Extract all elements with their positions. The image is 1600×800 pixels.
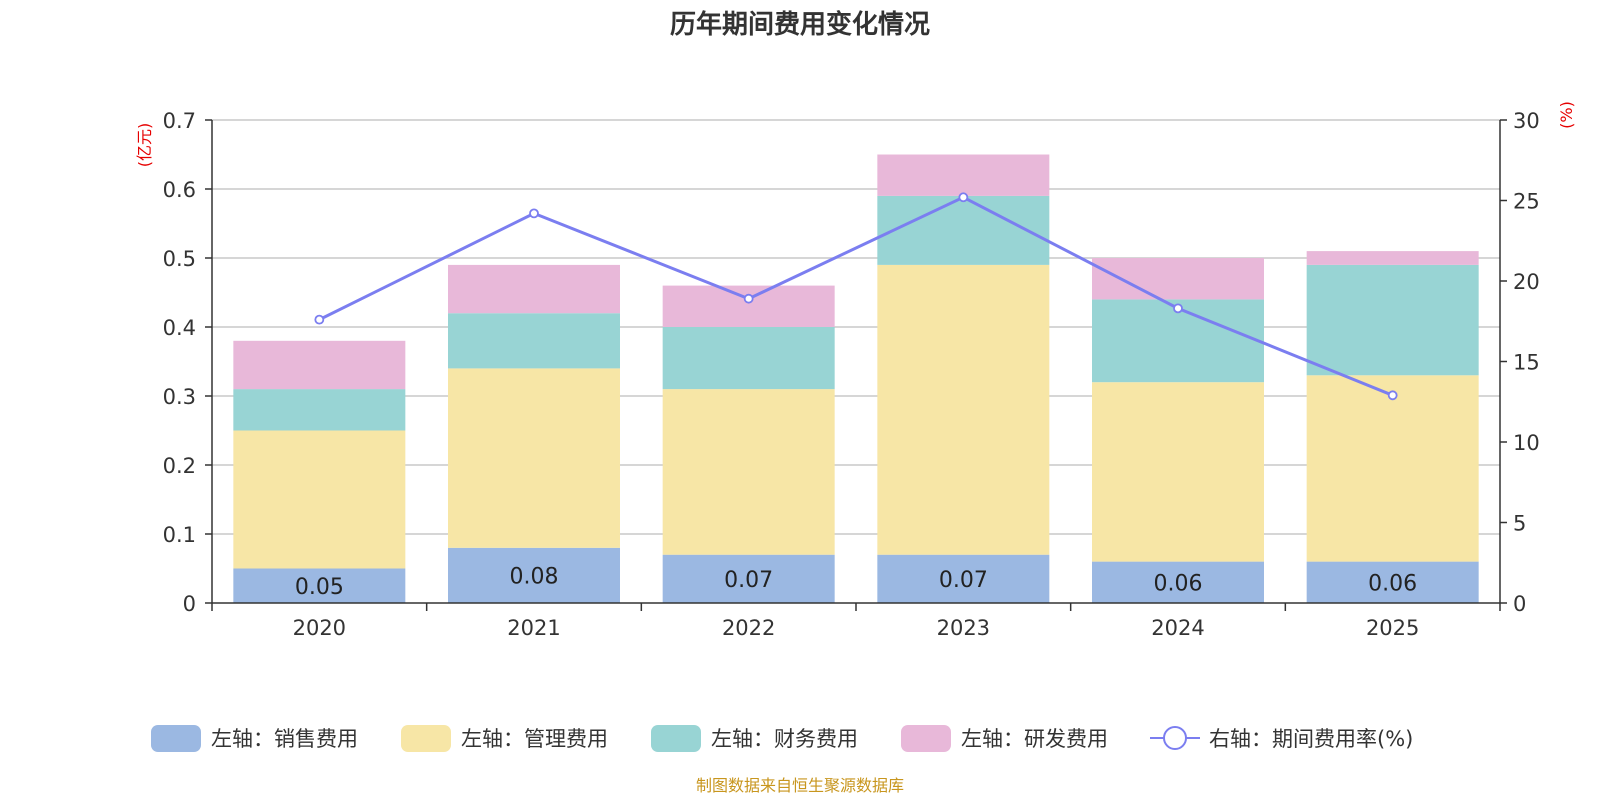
right-axis-tick-label: 30 [1513, 109, 1540, 133]
left-axis-tick-label: 0.3 [163, 385, 196, 409]
bar-segment [233, 389, 406, 431]
left-axis-tick-label: 0.1 [163, 523, 196, 547]
legend-label: 左轴：财务费用 [711, 727, 858, 751]
bar-data-label: 0.05 [295, 575, 344, 600]
bar-segment [877, 195, 1050, 265]
x-axis-tick-label: 2025 [1366, 616, 1419, 640]
bar-segment [877, 554, 1050, 603]
rate-point [1173, 303, 1183, 314]
left-axis-tick-label: 0.2 [163, 454, 196, 478]
bar-segment [662, 389, 835, 555]
x-axis-tick-label: 2024 [1151, 616, 1204, 640]
bar-segment [233, 568, 406, 603]
bar-segment [1306, 251, 1479, 265]
bar-segment [1306, 375, 1479, 562]
legend-marker [1163, 726, 1187, 750]
bar-segment [1306, 264, 1479, 376]
right-axis-tick-label: 0 [1513, 592, 1526, 616]
rate-line [318, 195, 1394, 397]
right-axis-tick-label: 15 [1513, 351, 1540, 375]
bar-segment [448, 313, 620, 369]
x-axis-tick-label: 2021 [507, 616, 560, 640]
left-axis-tick-label: 0.7 [163, 109, 196, 133]
rate-point [1387, 390, 1398, 401]
bar-segment [1306, 561, 1479, 603]
bar-series [233, 154, 1479, 603]
legend-label: 左轴：研发费用 [961, 727, 1108, 751]
rate-point [314, 314, 325, 325]
right-axis-unit: (%) [1557, 101, 1576, 129]
legend: 左轴：销售费用 左轴：管理费用 左轴：财务费用 左轴：研发费用 右轴：期间费用率(%) [151, 725, 1413, 752]
bar-data-label: 0.08 [510, 564, 559, 589]
left-axis-unit: (亿元) [135, 123, 154, 168]
legend-label: 左轴：管理费用 [461, 727, 608, 751]
legend-label: 右轴：期间费用率(%) [1209, 727, 1413, 751]
bar-segment [662, 554, 835, 603]
rate-point [958, 192, 969, 203]
legend-swatch [401, 725, 451, 752]
right-axis-tick-label: 5 [1513, 512, 1526, 536]
left-axis-tick-label: 0 [183, 592, 196, 616]
legend-label: 左轴：销售费用 [211, 727, 358, 751]
bar-segment [877, 264, 1050, 555]
x-axis-tick-label: 2020 [293, 616, 346, 640]
right-axis-tick-label: 25 [1513, 190, 1540, 214]
grid-lines [212, 119, 1500, 535]
x-axis-tick-label: 2022 [722, 616, 775, 640]
bar-segment [662, 285, 835, 327]
bar-segment [662, 327, 835, 390]
data-labels: 0.05 0.08 0.07 0.07 0.06 0.06 [295, 564, 1417, 599]
bar-segment [1092, 382, 1264, 562]
x-axis-tick-label: 2023 [937, 616, 990, 640]
right-axis-tick-label: 20 [1513, 270, 1540, 294]
source-note: 制图数据来自恒生聚源数据库 [696, 776, 904, 795]
rate-point [529, 208, 539, 219]
left-axis-tick-label: 0.4 [163, 316, 196, 340]
bar-segment [448, 368, 620, 548]
rate-line-series [314, 192, 1398, 401]
legend-swatch [651, 725, 701, 752]
legend-swatch [901, 725, 951, 752]
bar-data-label: 0.07 [724, 568, 773, 593]
bar-data-label: 0.07 [939, 568, 988, 593]
right-axis-tick-label: 10 [1513, 431, 1540, 455]
left-axis-tick-label: 0.5 [163, 247, 196, 271]
bar-segment [233, 430, 406, 569]
bar-segment [233, 340, 406, 390]
bar-segment [448, 264, 620, 314]
chart-title: 历年期间费用变化情况 [670, 9, 930, 40]
bar-segment [877, 154, 1050, 196]
rate-point [743, 293, 754, 304]
bar-data-label: 0.06 [1154, 571, 1203, 596]
left-axis-tick-label: 0.6 [163, 178, 196, 202]
legend-swatch [151, 725, 201, 752]
bar-data-label: 0.06 [1368, 571, 1417, 596]
bar-segment [448, 547, 620, 603]
bar-segment [1092, 561, 1264, 603]
